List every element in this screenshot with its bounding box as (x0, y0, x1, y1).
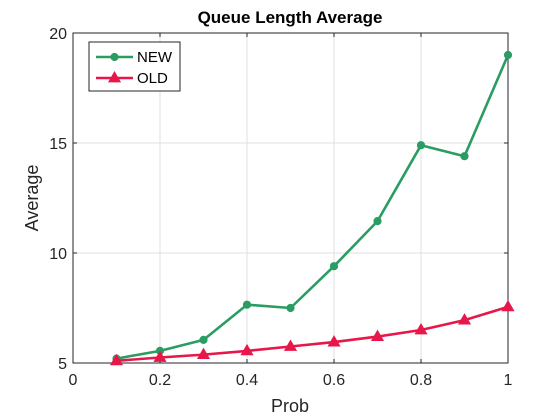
data-point-new (286, 303, 295, 313)
x-axis-label: Prob (271, 396, 309, 416)
data-point-new (199, 335, 208, 344)
data-point-old (327, 335, 341, 347)
data-point-old (414, 322, 428, 335)
x-tick-label: 1 (504, 372, 513, 389)
legend-box (88, 41, 181, 92)
y-tick-label: 10 (49, 246, 67, 263)
data-point-old (153, 350, 167, 362)
plot-frame (72, 32, 509, 364)
data-point-new (460, 152, 469, 161)
data-point-new (242, 300, 252, 309)
legend-label-old: OLD (137, 70, 168, 87)
data-point-old (370, 329, 385, 341)
x-tick-label: 0.6 (323, 372, 345, 389)
series-line-new (116, 54, 510, 360)
data-point-old (109, 353, 124, 366)
legend-marker-old (107, 70, 122, 83)
data-point-old (283, 339, 298, 351)
x-tick-label: 0.2 (149, 372, 171, 389)
x-tick-label: 0.4 (236, 372, 258, 389)
x-tick-label: 0.8 (410, 372, 432, 389)
series-group (109, 50, 515, 366)
data-point-new (373, 217, 382, 226)
data-point-old (457, 313, 472, 325)
legend: NEW OLD (88, 41, 181, 92)
data-point-old (501, 299, 515, 312)
y-tick-label: 15 (49, 136, 67, 153)
y-tick-label: 5 (58, 356, 67, 373)
data-point-old (196, 347, 211, 360)
legend-label-new: NEW (137, 49, 173, 66)
y-axis-label: Average (22, 165, 42, 232)
x-tick-label: 0 (69, 372, 78, 389)
data-point-new (329, 262, 339, 271)
data-point-new (503, 50, 513, 60)
legend-marker-new (110, 52, 119, 62)
data-point-old (240, 343, 254, 356)
data-point-new (416, 141, 426, 150)
y-tick-label: 20 (49, 26, 67, 43)
series-line-old (116, 305, 509, 363)
chart-title: Queue Length Average (198, 8, 383, 27)
